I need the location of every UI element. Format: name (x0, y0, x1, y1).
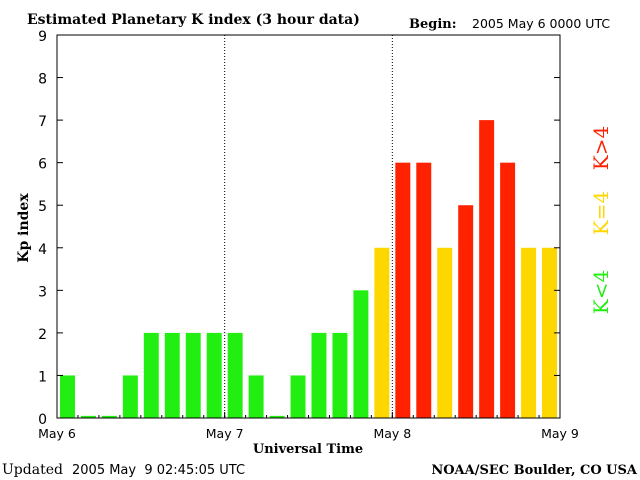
kp-bar (542, 247, 557, 418)
kp-bar (227, 332, 243, 418)
kp-bar (416, 162, 432, 418)
y-axis-label: Kp index (16, 193, 32, 263)
y-tick-label: 0 (38, 412, 47, 428)
x-axis-label: Universal Time (253, 442, 363, 457)
kp-bar (332, 332, 348, 418)
kp-bar (248, 375, 264, 418)
kp-bar (185, 332, 201, 418)
y-tick-label: 4 (38, 242, 47, 258)
x-tick-label: May 8 (373, 426, 411, 441)
y-tick-label: 3 (38, 284, 47, 300)
kp-bar (143, 332, 159, 418)
updated-value: 2005 May 9 02:45:05 UTC (72, 463, 245, 478)
kp-bar (479, 120, 495, 419)
legend-equal-label: K=4 (589, 191, 613, 235)
x-tick-label: May 9 (541, 426, 579, 441)
begin-label: Begin: (409, 17, 457, 32)
chart-title: Estimated Planetary K index (3 hour data… (27, 12, 360, 28)
y-tick-label: 2 (38, 327, 47, 343)
updated-label: Updated (2, 462, 63, 478)
kp-bar (500, 162, 516, 418)
x-tick-label: May 7 (206, 426, 244, 441)
plot-area: 0 1 2 3 4 5 6 7 8 9 May 6 May 7 May 8 May 9 (38, 29, 579, 441)
kp-bar (122, 375, 138, 418)
y-tick-label: 9 (38, 29, 47, 45)
begin-value: 2005 May 6 0000 UTC (472, 16, 610, 31)
kp-bar (395, 162, 411, 418)
kp-bar (437, 247, 453, 418)
kp-bar (60, 375, 75, 418)
x-tick-label: May 6 (38, 426, 76, 441)
y-tick-label: 6 (38, 157, 47, 173)
kp-bar (206, 332, 222, 418)
kp-bar (101, 415, 117, 418)
kp-bar (458, 205, 474, 418)
kp-bar (353, 290, 369, 418)
legend-above-label: K>4 (589, 126, 613, 170)
kp-bar (521, 247, 537, 418)
kp-bar (311, 332, 327, 418)
footer-credit: NOAA/SEC Boulder, CO USA (431, 463, 638, 478)
kp-bar (80, 415, 96, 418)
kp-bar (269, 415, 285, 418)
y-tick-label: 7 (38, 114, 47, 130)
y-tick-label: 1 (38, 369, 47, 385)
y-tick-label: 5 (38, 199, 47, 215)
kp-bar (374, 247, 390, 418)
legend-below-label: K<4 (589, 270, 613, 314)
kp-bar (290, 375, 306, 418)
y-tick-label: 8 (38, 72, 47, 88)
kp-bar (164, 332, 180, 418)
